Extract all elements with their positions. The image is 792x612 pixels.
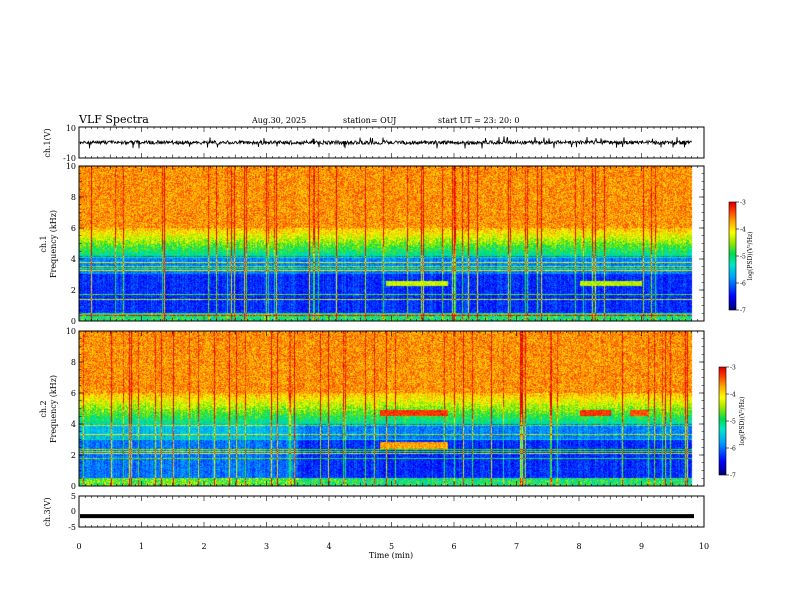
colorbar-tick-label: -4 [740,227,746,234]
y-tick-label: 10 [66,327,76,336]
ch1-ytick-top: 10 [66,124,76,133]
x-tick-label: 0 [76,542,81,551]
ch3-ytick-mid: 0 [71,507,76,516]
ch2-spectrogram-image [79,331,704,486]
ch2-spectrogram-ylabel-2: Frequency (kHz) [49,375,58,443]
ch3-ylabel: ch.3(V) [43,497,52,526]
ch1-ytick-bottom: -10 [63,154,76,163]
x-tick-label: 6 [451,542,456,551]
y-tick-label: 8 [71,358,76,367]
ch1-waveform-panel: 10 -10 ch.1(V) [43,124,705,163]
y-tick-label: 4 [71,420,76,429]
y-tick-label: 6 [71,389,76,398]
colorbar-tick-label: -5 [740,254,746,261]
ch1-spectrogram-ylabel-1: ch.1 [39,235,48,252]
y-tick-label: 10 [66,162,76,171]
x-tick-label: 3 [264,542,269,551]
x-tick-label: 8 [576,542,581,551]
ch2-spectrogram-ylabel-1: ch.2 [39,400,48,417]
y-tick-label: 8 [71,193,76,202]
y-tick-label: 2 [71,451,76,460]
colorbar-tick-label: -5 [730,419,736,426]
y-tick-label: 6 [71,224,76,233]
x-axis-label: Time (min) [369,551,413,560]
x-tick-label: 2 [201,542,206,551]
y-tick-label: 0 [71,482,76,491]
y-tick-label: 2 [71,286,76,295]
colorbar-tick-label: -7 [740,308,746,315]
ch2-colorbar-label: log(PSD)(V²/Hz) [739,397,746,446]
colorbar-tick-label: -6 [730,446,736,453]
ch1-waveform-line [79,136,692,149]
ch1-colorbar [729,202,736,310]
colorbar-tick-label: -4 [730,392,736,399]
x-tick-label: 1 [139,542,144,551]
x-tick-label: 4 [326,542,331,551]
x-tick-label: 10 [699,542,709,551]
ch3-ytick-bottom: -5 [68,523,76,532]
y-tick-label: 0 [71,317,76,326]
ch3-waveform-panel: 5 0 -5 ch.3(V) 0 1 2 3 4 5 6 7 8 9 10 Time (min) [43,492,709,560]
ch3-ytick-top: 5 [71,492,76,501]
ch1-spectrogram-image [79,166,704,321]
header-station: station= OUJ [343,116,397,125]
y-tick-label: 4 [71,255,76,264]
figure-title: VLF Spectra [79,113,149,126]
header-start-time: start UT = 23: 20: 0 [438,116,520,125]
ch1-spectrogram-ylabel-2: Frequency (kHz) [49,210,58,278]
x-tick-label: 5 [389,542,394,551]
colorbar-tick-label: -6 [740,281,746,288]
x-tick-label: 7 [514,542,519,551]
colorbar-tick-label: -3 [740,200,746,207]
x-tick-label: 9 [639,542,644,551]
ch2-colorbar [719,367,726,475]
ch1-colorbar-label: log(PSD)(V²/Hz) [747,232,754,281]
colorbar-tick-label: -7 [730,473,736,480]
ch1-ylabel: ch.1(V) [43,128,52,157]
colorbar-tick-label: -3 [730,365,736,372]
header-date: Aug.30, 2025 [252,116,307,125]
